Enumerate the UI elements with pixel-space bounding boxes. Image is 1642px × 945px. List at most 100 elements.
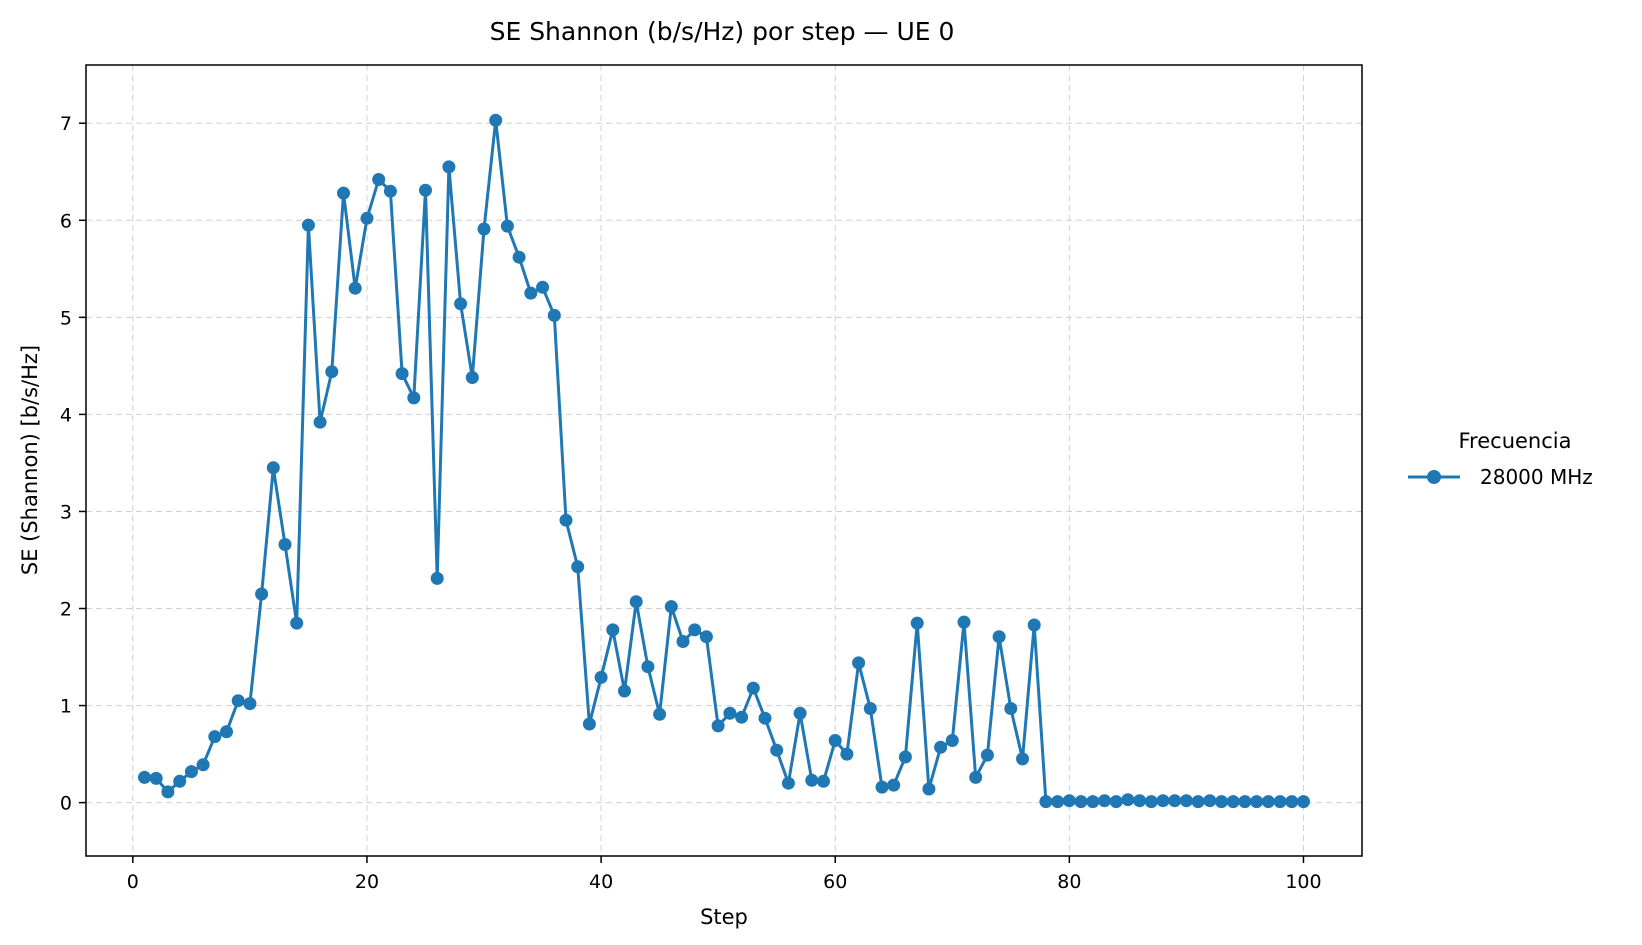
data-point [1215,795,1228,809]
data-point [1273,795,1287,809]
data-point [184,765,198,779]
legend-marker [1427,470,1441,484]
data-point [313,415,327,429]
data-point [243,697,257,711]
data-point [255,587,269,601]
data-point [653,707,667,721]
data-point [641,660,655,674]
data-point [1121,793,1135,807]
data-point [606,623,620,637]
data-point [1062,794,1076,808]
data-point [360,211,374,225]
plot-frame [85,64,1363,857]
data-point [337,186,350,200]
data-point [945,734,959,747]
y-axis-label: SE (Shannon) [b/s/Hz] [18,345,42,575]
data-point [278,538,292,551]
data-point [676,635,690,648]
data-point [430,571,444,585]
x-tick-label: 100 [1285,871,1321,893]
data-point [1098,794,1111,808]
data-point [1133,794,1147,808]
data-point [1285,795,1299,809]
data-point [1203,794,1217,808]
data-point [817,774,830,788]
data-point [477,222,491,236]
data-point [1238,795,1252,809]
data-point [922,782,936,796]
y-tick-label: 5 [60,307,72,329]
x-tick-label: 60 [823,871,847,893]
data-point [559,513,573,527]
data-point [863,702,877,715]
data-point [266,461,280,475]
data-point [875,780,889,794]
data-point [372,173,386,186]
data-point [781,776,795,790]
legend-label: 28000 MHz [1480,465,1593,489]
x-axis-label: Step [700,905,748,929]
data-point [325,365,339,379]
data-point [196,758,210,772]
ticks: 0 20 40 60 80 100 0 1 2 3 4 5 6 7 [60,113,1322,893]
data-point [547,308,561,322]
data-point [419,183,432,197]
y-tick-label: 0 [60,793,72,815]
data-point [629,595,643,609]
data-point [1016,752,1029,766]
data-point [1039,795,1053,809]
data-point [1250,795,1264,809]
data-point [301,218,315,232]
y-tick-label: 1 [60,696,72,718]
data-point [149,771,163,785]
data-point [220,725,233,739]
x-tick-label: 20 [355,871,379,893]
data-point [208,730,222,744]
data-point [454,297,468,311]
data-point [723,706,737,720]
data-point [383,184,397,198]
data-point [980,748,994,762]
data-point [571,560,585,574]
x-tick-label: 40 [589,871,613,893]
data-point [969,770,983,784]
y-tick-label: 7 [60,113,72,135]
data-point [536,280,550,294]
series-layer [138,113,1310,809]
data-point [1226,795,1240,809]
data-point [805,773,819,787]
data-point [746,681,760,695]
data-point [934,740,948,754]
data-point [688,623,702,637]
data-point [898,750,912,764]
data-point [1179,794,1193,808]
data-point [1004,702,1018,715]
data-point [793,706,807,720]
data-point [524,286,538,300]
data-point [957,615,971,629]
data-point [828,734,842,747]
data-point [161,785,175,799]
data-point [407,391,421,405]
legend: Frecuencia 28000 MHz [1408,429,1593,489]
data-point [594,670,608,684]
data-point [758,711,772,725]
x-tick-label: 0 [127,871,139,893]
data-point [1074,795,1088,809]
y-tick-label: 4 [60,404,72,426]
data-point [711,719,725,733]
data-point [582,717,596,731]
data-point [1109,795,1123,809]
x-tick-label: 80 [1057,871,1081,893]
data-point [465,371,479,384]
data-point [348,281,362,295]
data-point [1261,795,1275,809]
data-point [887,778,901,792]
data-point [1191,795,1205,809]
data-point [290,616,304,630]
data-point [664,600,678,614]
legend-title: Frecuencia [1459,429,1572,453]
data-point [395,367,409,381]
